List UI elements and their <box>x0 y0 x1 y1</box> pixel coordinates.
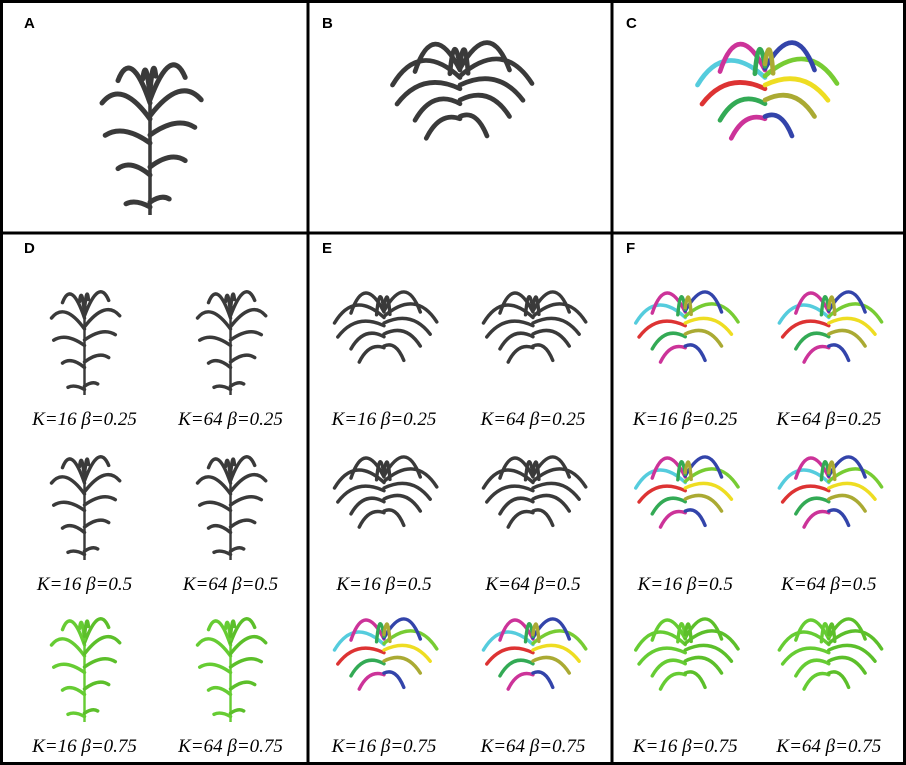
caption: K=64 β=0.75 <box>177 736 283 757</box>
caption: K=16 β=0.75 <box>632 736 738 757</box>
figure: A B C D K=16 β=0.25 K=64 β=0.25 K=16 β=0.5 K=64… <box>0 0 906 765</box>
panel-label: E <box>322 240 332 257</box>
panel-label: D <box>24 240 35 257</box>
caption: K=16 β=0.25 <box>31 409 137 430</box>
panel-label: A <box>24 15 35 32</box>
caption: K=64 β=0.5 <box>182 574 278 595</box>
caption: K=16 β=0.75 <box>31 736 137 757</box>
caption: K=64 β=0.75 <box>775 736 881 757</box>
caption: K=64 β=0.25 <box>177 409 283 430</box>
caption: K=16 β=0.5 <box>335 574 431 595</box>
panel-label: B <box>322 15 333 32</box>
caption: K=16 β=0.25 <box>632 409 738 430</box>
caption: K=16 β=0.5 <box>36 574 132 595</box>
caption: K=64 β=0.25 <box>775 409 881 430</box>
caption: K=64 β=0.5 <box>484 574 580 595</box>
caption: K=64 β=0.25 <box>480 409 586 430</box>
panel-label: F <box>626 240 635 257</box>
panel-label: C <box>626 15 637 32</box>
caption: K=64 β=0.75 <box>480 736 586 757</box>
caption: K=16 β=0.25 <box>331 409 437 430</box>
caption: K=64 β=0.5 <box>780 574 876 595</box>
caption: K=16 β=0.5 <box>637 574 733 595</box>
caption: K=16 β=0.75 <box>331 736 437 757</box>
